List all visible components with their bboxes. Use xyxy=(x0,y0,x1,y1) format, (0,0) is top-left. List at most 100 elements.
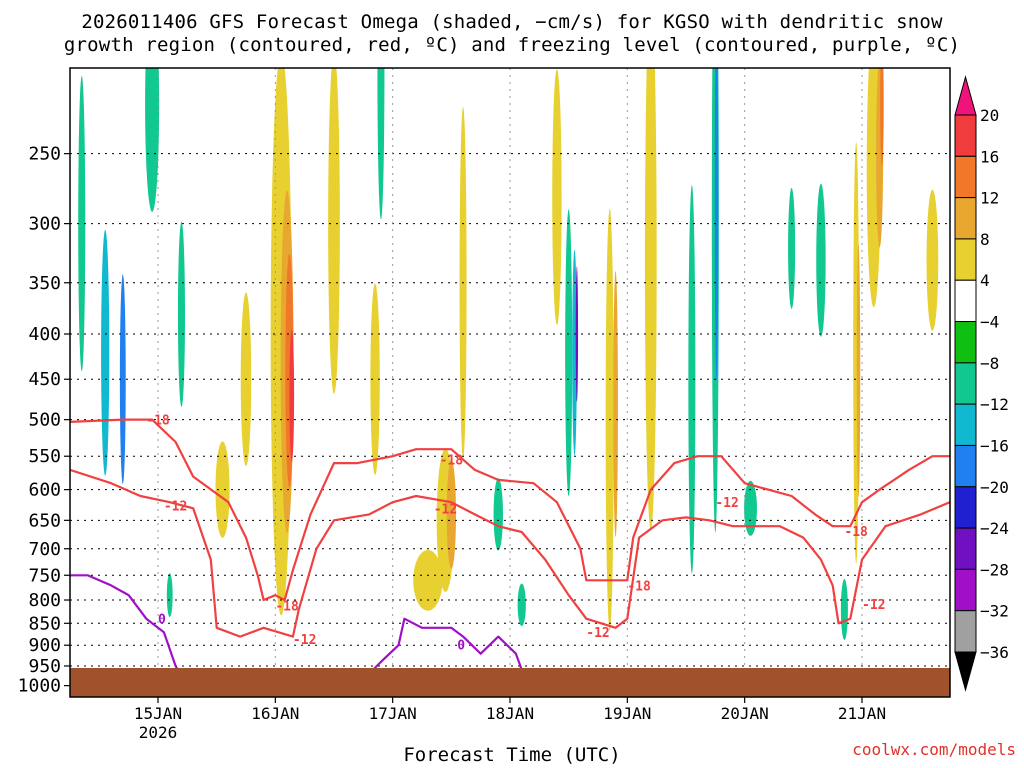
omega-shade-5 xyxy=(166,573,173,618)
omega-shade-3 xyxy=(145,68,160,212)
omega-shade-34 xyxy=(840,579,848,640)
y-tick-label-950: 950 xyxy=(28,656,61,677)
x-tick-label-16: 16JAN xyxy=(251,704,299,723)
colorbar-label-9: −20 xyxy=(980,478,1009,497)
colorbar: 20 16 12 8 4 −4 −8 −12 −16 −20 −24 −28 −32 −36 xyxy=(954,75,1009,692)
colorbar-box-7 xyxy=(954,362,977,405)
colorbar-top-arrow xyxy=(954,75,977,116)
colorbar-box-13 xyxy=(954,610,977,653)
chart-title-line-2: growth region (contoured, red, ºC) and f… xyxy=(63,34,961,56)
colorbar-box-10 xyxy=(954,486,977,529)
omega-shade-0 xyxy=(78,76,86,372)
omega-shade-40 xyxy=(926,189,939,331)
omega-shade-2 xyxy=(119,274,126,485)
y-tick-label-850: 850 xyxy=(28,613,61,634)
omega-shade-36 xyxy=(856,244,861,498)
contour-label-8: -12 xyxy=(862,598,885,613)
x-tick-label-21: 21JAN xyxy=(838,704,886,723)
omega-shade-26 xyxy=(613,270,618,537)
source-credit[interactable]: coolwx.com/models xyxy=(852,740,1016,759)
x-tick-label-18: 18JAN xyxy=(486,704,534,723)
y-tick-label-700: 700 xyxy=(28,539,61,560)
colorbar-label-10: −24 xyxy=(980,519,1009,538)
omega-shade-13 xyxy=(370,283,380,475)
y-tick-label-900: 900 xyxy=(28,635,61,656)
colorbar-box-11 xyxy=(954,527,977,570)
y-tick-label-350: 350 xyxy=(28,273,61,294)
omega-shade-28 xyxy=(688,185,696,574)
omega-shade-20 xyxy=(517,583,526,627)
omega-shading xyxy=(78,68,939,640)
colorbar-box-4 xyxy=(954,238,977,281)
omega-shade-17 xyxy=(446,460,457,569)
colorbar-box-8 xyxy=(954,403,977,446)
y-tick-label-1000: 1000 xyxy=(18,676,61,697)
y-tick-label-750: 750 xyxy=(28,565,61,586)
contour-label-1: -12 xyxy=(434,502,457,517)
colorbar-label-3: 8 xyxy=(980,230,990,249)
colorbar-box-2 xyxy=(954,155,977,199)
x-tick-label-19: 19JAN xyxy=(603,704,651,723)
y-tick-label-450: 450 xyxy=(28,369,61,390)
contour-label-7: -18 xyxy=(844,525,868,540)
x-tick-label-15: 15JAN xyxy=(134,704,182,723)
contour-label-2: -18 xyxy=(275,600,299,615)
colorbar-label-8: −16 xyxy=(980,436,1009,455)
omega-shade-14 xyxy=(377,68,385,220)
colorbar-box-3 xyxy=(954,197,977,240)
y-tick-label-400: 400 xyxy=(28,324,61,345)
contour-label-freezing-level: 0 xyxy=(158,613,166,628)
colorbar-box-6 xyxy=(954,321,977,364)
colorbar-box-9 xyxy=(954,444,977,488)
x-tick-label-17: 17JAN xyxy=(369,704,417,723)
x-tick-label-20: 20JAN xyxy=(721,704,769,723)
omega-shade-23 xyxy=(572,249,577,456)
x-tick-sublabel-15: 2026 xyxy=(139,723,178,742)
colorbar-label-1: 16 xyxy=(980,147,999,166)
contour-label-3: -12 xyxy=(293,633,316,648)
y-tick-label-650: 650 xyxy=(28,510,61,531)
omega-shade-31 xyxy=(744,480,757,536)
colorbar-label-7: −12 xyxy=(980,395,1009,414)
x-axis-title: Forecast Time (UTC) xyxy=(403,744,621,766)
colorbar-box-5 xyxy=(954,279,977,323)
colorbar-label-4: 4 xyxy=(980,271,990,290)
omega-shade-21 xyxy=(552,69,562,326)
y-tick-label-250: 250 xyxy=(28,144,61,165)
y-tick-label-800: 800 xyxy=(28,590,61,611)
contour-label-5: -12 xyxy=(586,626,609,641)
omega-shade-1 xyxy=(101,229,110,476)
colorbar-box-12 xyxy=(954,568,977,612)
contour-dgz-lower xyxy=(70,468,950,638)
omega-shade-19 xyxy=(493,478,503,551)
contour-label-4: -18 xyxy=(627,579,651,594)
colorbar-bottom-arrow xyxy=(954,651,977,692)
contour-dgz-upper xyxy=(70,418,950,602)
contour-label-9: 0 xyxy=(457,638,465,653)
colorbar-label-0: 20 xyxy=(980,106,999,125)
omega-shade-30 xyxy=(714,68,719,382)
omega-shade-27 xyxy=(644,68,657,530)
y-tick-label-550: 550 xyxy=(28,446,61,467)
colorbar-label-6: −8 xyxy=(980,354,999,373)
chart-title-line-1: 2026011406 GFS Forecast Omega (shaded, −… xyxy=(81,11,943,33)
plot-background xyxy=(70,68,950,697)
y-tick-label-300: 300 xyxy=(28,214,61,235)
colorbar-label-5: −4 xyxy=(980,313,999,332)
colorbar-label-11: −28 xyxy=(980,560,1009,579)
colorbar-label-2: 12 xyxy=(980,189,999,208)
contour-label-6: -12 xyxy=(715,496,738,511)
y-tick-label-500: 500 xyxy=(28,410,61,431)
omega-shade-12 xyxy=(328,68,340,394)
omega-shade-6 xyxy=(215,441,230,538)
y-axis: 2503003504004505005506006507007508008509… xyxy=(18,144,70,697)
contour-label-dgz-upper: -18 xyxy=(146,414,170,429)
colorbar-box-1 xyxy=(954,114,977,157)
ground-terrain xyxy=(70,668,950,697)
omega-shade-32 xyxy=(788,187,796,309)
contour-label-0: -18 xyxy=(440,454,464,469)
y-tick-label-600: 600 xyxy=(28,480,61,501)
omega-shade-33 xyxy=(816,183,826,337)
